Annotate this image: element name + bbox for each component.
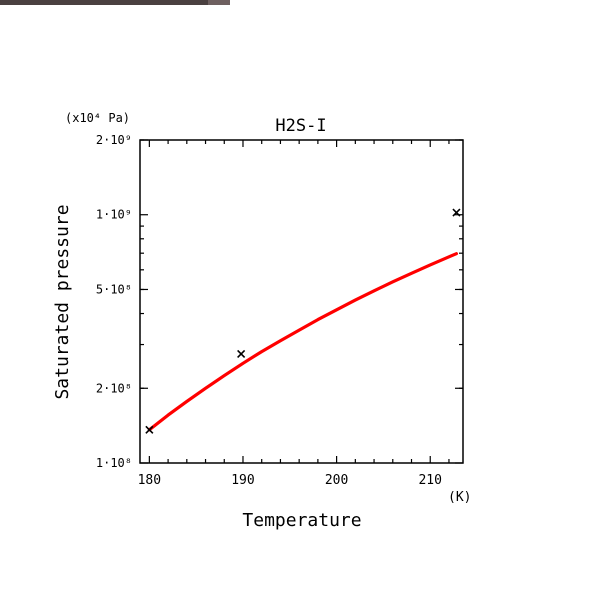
- x-axis-label: Temperature: [242, 510, 361, 531]
- x-ticks: 180 190 200 210: [138, 140, 450, 488]
- y-axis-label: Saturated pressure: [52, 204, 73, 399]
- data-marker: [145, 425, 154, 434]
- y-tick-label: 1·10⁸: [96, 456, 132, 470]
- data-marker: [237, 349, 246, 358]
- series-layer: [147, 252, 458, 432]
- x-tick-label: 200: [325, 473, 348, 488]
- title-bar-segment: [208, 0, 230, 5]
- y-tick-label: 5·10⁸: [96, 282, 132, 296]
- x-tick-label: 190: [231, 473, 254, 488]
- marker-layer: [145, 208, 461, 434]
- y-ticks: 1·10⁸ 2·10⁸ 5·10⁸ 1·10⁹ 2·10⁹: [96, 133, 463, 470]
- plot-frame: [139, 139, 464, 464]
- data-marker: [452, 208, 461, 217]
- x-unit-label: (K): [448, 490, 471, 505]
- window-title-bar: [0, 0, 230, 5]
- series-line: [147, 252, 458, 432]
- y-tick-label: 1·10⁹: [96, 208, 132, 222]
- y-tick-label: 2·10⁹: [96, 133, 132, 147]
- x-tick-label: 210: [418, 473, 441, 488]
- x-tick-label: 180: [138, 473, 161, 488]
- y-tick-label: 2·10⁸: [96, 381, 132, 395]
- y-unit-label: (x10⁴ Pa): [65, 111, 130, 125]
- chart-title: H2S-I: [275, 116, 326, 136]
